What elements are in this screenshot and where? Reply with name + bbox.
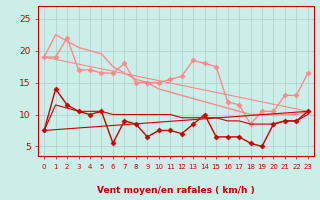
X-axis label: Vent moyen/en rafales ( km/h ): Vent moyen/en rafales ( km/h ) [97,186,255,195]
